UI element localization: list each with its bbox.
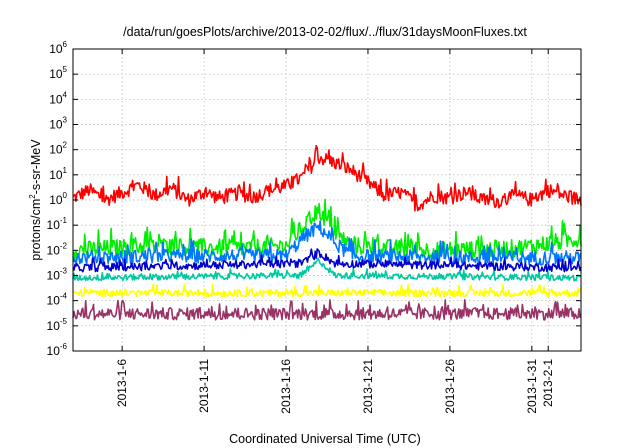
y-tick-exponent: 2 [63,141,68,150]
y-tick-label: 105 [49,65,67,81]
series-line [72,248,582,273]
y-tick-label: 10-5 [47,317,68,333]
y-tick-exponent: 4 [63,90,68,99]
y-tick-label: 10-2 [47,241,68,257]
y-tick-base: 10 [49,168,63,182]
y-tick-label: 101 [49,166,67,182]
y-axis-label-pre: protons/cm [29,199,43,261]
y-tick-label: 10-3 [47,267,68,283]
series-line [72,198,582,260]
y-axis-label: protons/cm2-s-sr-MeV [28,139,43,261]
y-tick-base: 10 [49,42,63,56]
y-axis-label-post: -s-sr-MeV [29,139,43,195]
y-tick-exponent: -2 [60,241,68,250]
y-tick-label: 106 [49,40,67,56]
y-tick-base: 10 [47,218,61,232]
axis-ticks: 10-610-510-410-310-210-11001011021031041… [47,40,581,414]
y-tick-label: 103 [49,116,67,132]
x-tick-label: 2013-1-16 [279,359,293,414]
series-line [72,257,582,282]
y-tick-exponent: 6 [63,40,68,49]
x-tick-label: 2013-1-26 [443,359,457,414]
chart-title: /data/run/goesPlots/archive/2013-02-02/f… [123,25,527,39]
series-line [72,298,582,321]
y-tick-exponent: -6 [60,342,68,351]
x-tick-label: 2013-2-1 [541,359,555,407]
y-tick-exponent: 1 [63,166,68,175]
x-tick-label: 2013-1-31 [525,359,539,414]
x-tick-label: 2013-1-11 [197,359,211,413]
y-tick-label: 10-6 [47,342,68,358]
series-line [72,283,582,298]
y-tick-base: 10 [49,118,63,132]
y-tick-base: 10 [47,243,61,257]
y-tick-base: 10 [49,67,63,81]
y-axis-label-sup: 2 [28,194,37,199]
y-tick-label: 104 [49,90,67,106]
y-tick-exponent: -3 [60,267,68,276]
y-tick-exponent: 3 [63,116,68,125]
y-tick-exponent: -5 [60,317,68,326]
series-line [72,220,582,266]
y-tick-base: 10 [49,92,63,106]
y-tick-label: 100 [49,191,67,207]
x-tick-label: 2013-1-21 [361,359,375,414]
y-tick-label: 10-1 [47,216,68,232]
y-tick-base: 10 [47,294,61,308]
y-tick-base: 10 [47,344,61,358]
x-tick-label: 2013-1-6 [115,359,129,407]
x-axis-label: Coordinated Universal Time (UTC) [229,432,421,446]
y-tick-base: 10 [47,269,61,283]
y-tick-label: 102 [49,141,67,157]
y-tick-base: 10 [49,143,63,157]
y-tick-exponent: -4 [60,292,68,301]
y-tick-exponent: -1 [60,216,68,225]
series-layer [72,144,582,321]
y-tick-exponent: 5 [63,65,68,74]
y-tick-base: 10 [47,319,61,333]
y-tick-exponent: 0 [63,191,68,200]
y-tick-label: 10-4 [47,292,68,308]
series-line [72,144,582,212]
y-tick-base: 10 [49,193,63,207]
